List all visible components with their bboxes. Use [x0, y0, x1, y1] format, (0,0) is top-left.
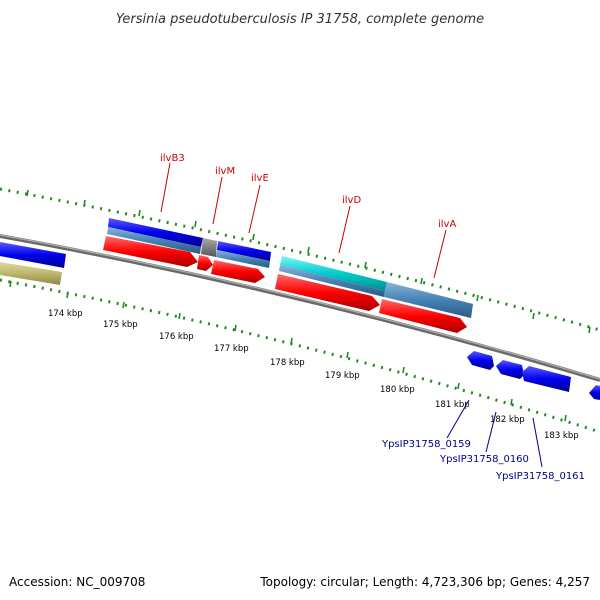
gene-label-ilvM[interactable]: ilvM [215, 166, 235, 177]
map-title: Yersinia pseudotuberculosis IP 31758, co… [116, 12, 484, 27]
kbp-label: 175 kbp [103, 320, 138, 330]
gene-block-ilvB3-blue [108, 218, 203, 247]
inner-tick-arc [0, 278, 600, 434]
outer-major-ticks [26, 189, 591, 334]
cds-arrow-ilvA [379, 299, 467, 333]
kbp-label: 182 kbp [490, 415, 525, 425]
gene-label-ilvE-group: ilvE [248, 173, 269, 234]
gene-label-ilvE[interactable]: ilvE [251, 173, 269, 184]
outer-tick-arc [0, 187, 600, 332]
kbp-label: 183 kbp [544, 431, 579, 441]
gene-block-ilvD-cyan [280, 256, 387, 291]
cds-arrow-ilvE [211, 260, 265, 283]
locus-label-YpsIP31758-0160[interactable]: YpsIP31758_0160 [439, 454, 529, 465]
gene-label-ilvD[interactable]: ilvD [342, 195, 361, 206]
locus-label-YpsIP31758-0159[interactable]: YpsIP31758_0159 [381, 439, 471, 450]
accession-text: Accession: NC_009708 [9, 575, 145, 589]
genome-stats-text: Topology: circular; Length: 4,723,306 bp… [259, 575, 590, 589]
kbp-label: 180 kbp [380, 385, 415, 395]
kbp-label: 179 kbp [325, 371, 360, 381]
gene-arrow-right-edge [589, 385, 600, 400]
kbp-label: 176 kbp [159, 332, 194, 342]
locus-label-YpsIP31758-0161[interactable]: YpsIP31758_0161 [495, 471, 585, 482]
locus-label-0160-group: YpsIP31758_0160 [439, 411, 529, 465]
kbp-scale-labels: 174 kbp 175 kbp 176 kbp 177 kbp 178 kbp … [48, 309, 579, 441]
locus-label-0159-group: YpsIP31758_0159 [381, 399, 471, 450]
gene-arrow-YpsIP31758-0159 [467, 351, 494, 370]
gene-block-ilvB3-steel [107, 227, 201, 254]
gene-label-ilvD-group: ilvD [338, 195, 361, 254]
gene-label-ilvA-group: ilvA [433, 219, 456, 279]
gene-label-ilvA[interactable]: ilvA [438, 219, 456, 230]
cds-arrow-ilvD [275, 274, 380, 311]
inner-major-ticks [9, 280, 567, 422]
gene-left-blue [0, 242, 66, 268]
cds-arrow-ilvM [197, 255, 213, 271]
gene-block-ilvM-gray [201, 238, 217, 257]
gene-left-olive [0, 262, 62, 285]
gene-arrow-YpsIP31758-0160 [496, 360, 524, 379]
cds-arrow-ilvB3 [103, 236, 198, 267]
gene-label-ilvM-group: ilvM [212, 166, 235, 225]
kbp-label: 181 kbp [435, 400, 470, 410]
gene-block-ilvA-steel [384, 282, 473, 318]
gene-arrow-YpsIP31758-0161 [522, 366, 571, 392]
kbp-label: 177 kbp [214, 344, 249, 354]
gene-block-ilvE-blue [217, 241, 271, 261]
kbp-label: 178 kbp [270, 358, 305, 368]
locus-label-0161-group: YpsIP31758_0161 [495, 417, 585, 482]
kbp-label: 174 kbp [48, 309, 83, 319]
gene-label-ilvB3[interactable]: ilvB3 [160, 153, 185, 164]
gene-block-ilvE-steel [216, 250, 270, 268]
gene-block-ilvD-steel [279, 265, 385, 297]
gene-label-ilvB3-group: ilvB3 [160, 153, 185, 213]
genome-backbone [0, 234, 600, 382]
